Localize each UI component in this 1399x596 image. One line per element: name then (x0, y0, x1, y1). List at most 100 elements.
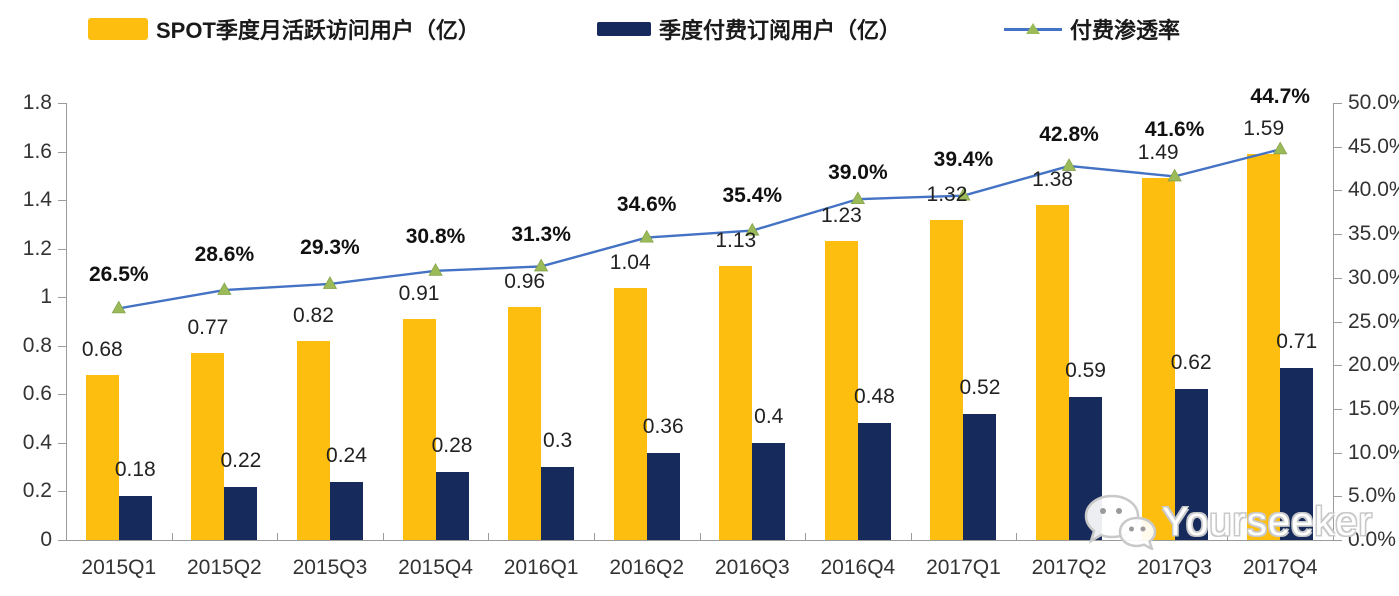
bar-mau (613, 287, 647, 540)
y-tick-label-right: 5.0% (1348, 484, 1396, 508)
y-tick-label-right: 20.0% (1348, 353, 1399, 377)
legend-item-mau: SPOT季度月活跃访问用户（亿） (88, 14, 480, 44)
penetration-label: 31.3% (511, 223, 571, 247)
x-axis-tick (382, 533, 384, 540)
legend-item-penetration: 付费渗透率 (1004, 14, 1180, 44)
x-axis-tick (171, 533, 173, 540)
y-tick-label: 0.2 (22, 479, 52, 503)
x-axis-tick (1333, 533, 1334, 540)
y-axis-right-tick (1334, 103, 1342, 104)
y-axis-left-tick (58, 345, 66, 347)
legend-item-subs: 季度付费订阅用户（亿） (597, 14, 901, 44)
x-axis-tick (593, 533, 595, 540)
bar-mau (719, 265, 753, 540)
triangle-marker-icon (1167, 168, 1182, 182)
y-tick-label-right: 25.0% (1348, 309, 1399, 333)
triangle-marker-icon (745, 222, 760, 236)
legend-label-subs: 季度付费订阅用户（亿） (659, 18, 902, 43)
y-axis-right-tick (1334, 365, 1342, 367)
y-axis-right-tick (1334, 321, 1342, 323)
triangle-marker-icon (850, 191, 866, 205)
bar-mau (1247, 153, 1281, 540)
bar-label-subs: 0.48 (853, 385, 895, 409)
bar-subs (329, 481, 363, 540)
x-axis-tick (488, 533, 490, 540)
penetration-label: 26.5% (89, 263, 149, 287)
triangle-marker-icon (956, 187, 971, 201)
triangle-marker-icon (1273, 141, 1288, 155)
x-axis-tick (699, 533, 701, 540)
bar-mau (1141, 178, 1175, 540)
bar-subs (963, 413, 997, 540)
bar-label-mau: 0.68 (81, 337, 123, 361)
penetration-label: 39.0% (828, 161, 888, 185)
y-tick-label: 1.4 (22, 188, 52, 212)
x-tick-label: 2016Q3 (714, 556, 790, 579)
x-axis-tick (1016, 533, 1018, 540)
y-tick-label-right: 35.0% (1348, 222, 1399, 246)
y-tick-label-right: 50.0% (1348, 91, 1399, 114)
y-tick-label: 0.6 (22, 382, 52, 406)
y-axis-right-tick (1334, 408, 1342, 410)
y-tick-label: 0.4 (22, 430, 52, 454)
bar-subs (1174, 389, 1208, 540)
bar-subs (752, 442, 786, 540)
y-tick-label: 0 (40, 528, 52, 551)
penetration-line-swatch-icon (1004, 22, 1062, 36)
x-tick-label: 2016Q1 (503, 556, 579, 579)
x-tick-label: 2015Q1 (81, 556, 157, 579)
y-axis-right-tick (1334, 190, 1342, 192)
x-tick-label: 2017Q4 (1242, 556, 1318, 579)
bar-label-mau: 1.13 (715, 228, 757, 252)
y-tick-label-right: 30.0% (1348, 265, 1399, 289)
bar-subs (857, 423, 891, 540)
triangle-marker-icon (1061, 158, 1077, 171)
y-axis-right-tick (1334, 146, 1342, 148)
y-axis-right (1333, 103, 1334, 540)
y-tick-label-right: 40.0% (1348, 178, 1399, 202)
bar-label-mau: 1.49 (1137, 141, 1179, 165)
bar-label-subs: 0.24 (326, 443, 367, 467)
y-axis-right-tick (1334, 496, 1342, 498)
y-axis-left-tick (58, 442, 66, 444)
watermark-text: Yourseeker (1162, 499, 1373, 544)
penetration-label: 30.8% (405, 224, 466, 248)
y-tick-label-right: 45.0% (1348, 134, 1399, 158)
bar-label-mau: 0.91 (398, 282, 440, 306)
bar-label-subs: 0.36 (642, 414, 684, 438)
bar-subs (646, 452, 680, 540)
y-tick-label: 1 (40, 285, 52, 309)
bar-label-mau: 1.59 (1243, 116, 1285, 140)
bar-mau (296, 340, 330, 540)
bar-mau (402, 319, 436, 540)
y-axis-left (66, 103, 67, 540)
y-tick-label: 0.8 (22, 333, 52, 357)
y-tick-label-right: 0.0% (1348, 528, 1396, 551)
x-axis-tick (805, 533, 807, 540)
bar-label-mau: 0.96 (504, 269, 546, 293)
bar-label-subs: 0.3 (543, 429, 573, 453)
bar-mau (1036, 204, 1070, 540)
y-axis-left-tick (58, 491, 66, 493)
x-tick-label: 2015Q3 (292, 556, 368, 579)
bar-subs (224, 486, 258, 540)
bar-subs (1280, 367, 1314, 540)
y-axis-left-tick (58, 200, 66, 202)
bar-label-mau: 0.82 (293, 303, 334, 327)
x-tick-label: 2017Q1 (926, 556, 1001, 579)
x-tick-label: 2017Q2 (1031, 556, 1107, 579)
penetration-label: 35.4% (722, 183, 783, 207)
penetration-label: 41.6% (1144, 118, 1205, 142)
penetration-label: 44.7% (1250, 85, 1310, 109)
x-axis-tick (66, 533, 67, 540)
x-tick-label: 2017Q3 (1137, 556, 1212, 579)
wechat-icon (1084, 494, 1157, 550)
watermark: Yourseeker (1082, 494, 1373, 550)
x-tick-label: 2016Q2 (609, 556, 685, 579)
bar-label-subs: 0.59 (1065, 358, 1106, 382)
bar-label-subs: 0.71 (1276, 329, 1318, 353)
y-tick-label-right: 15.0% (1348, 396, 1399, 420)
bar-mau (508, 306, 542, 540)
penetration-label: 34.6% (616, 192, 677, 216)
bar-mau (85, 374, 119, 540)
